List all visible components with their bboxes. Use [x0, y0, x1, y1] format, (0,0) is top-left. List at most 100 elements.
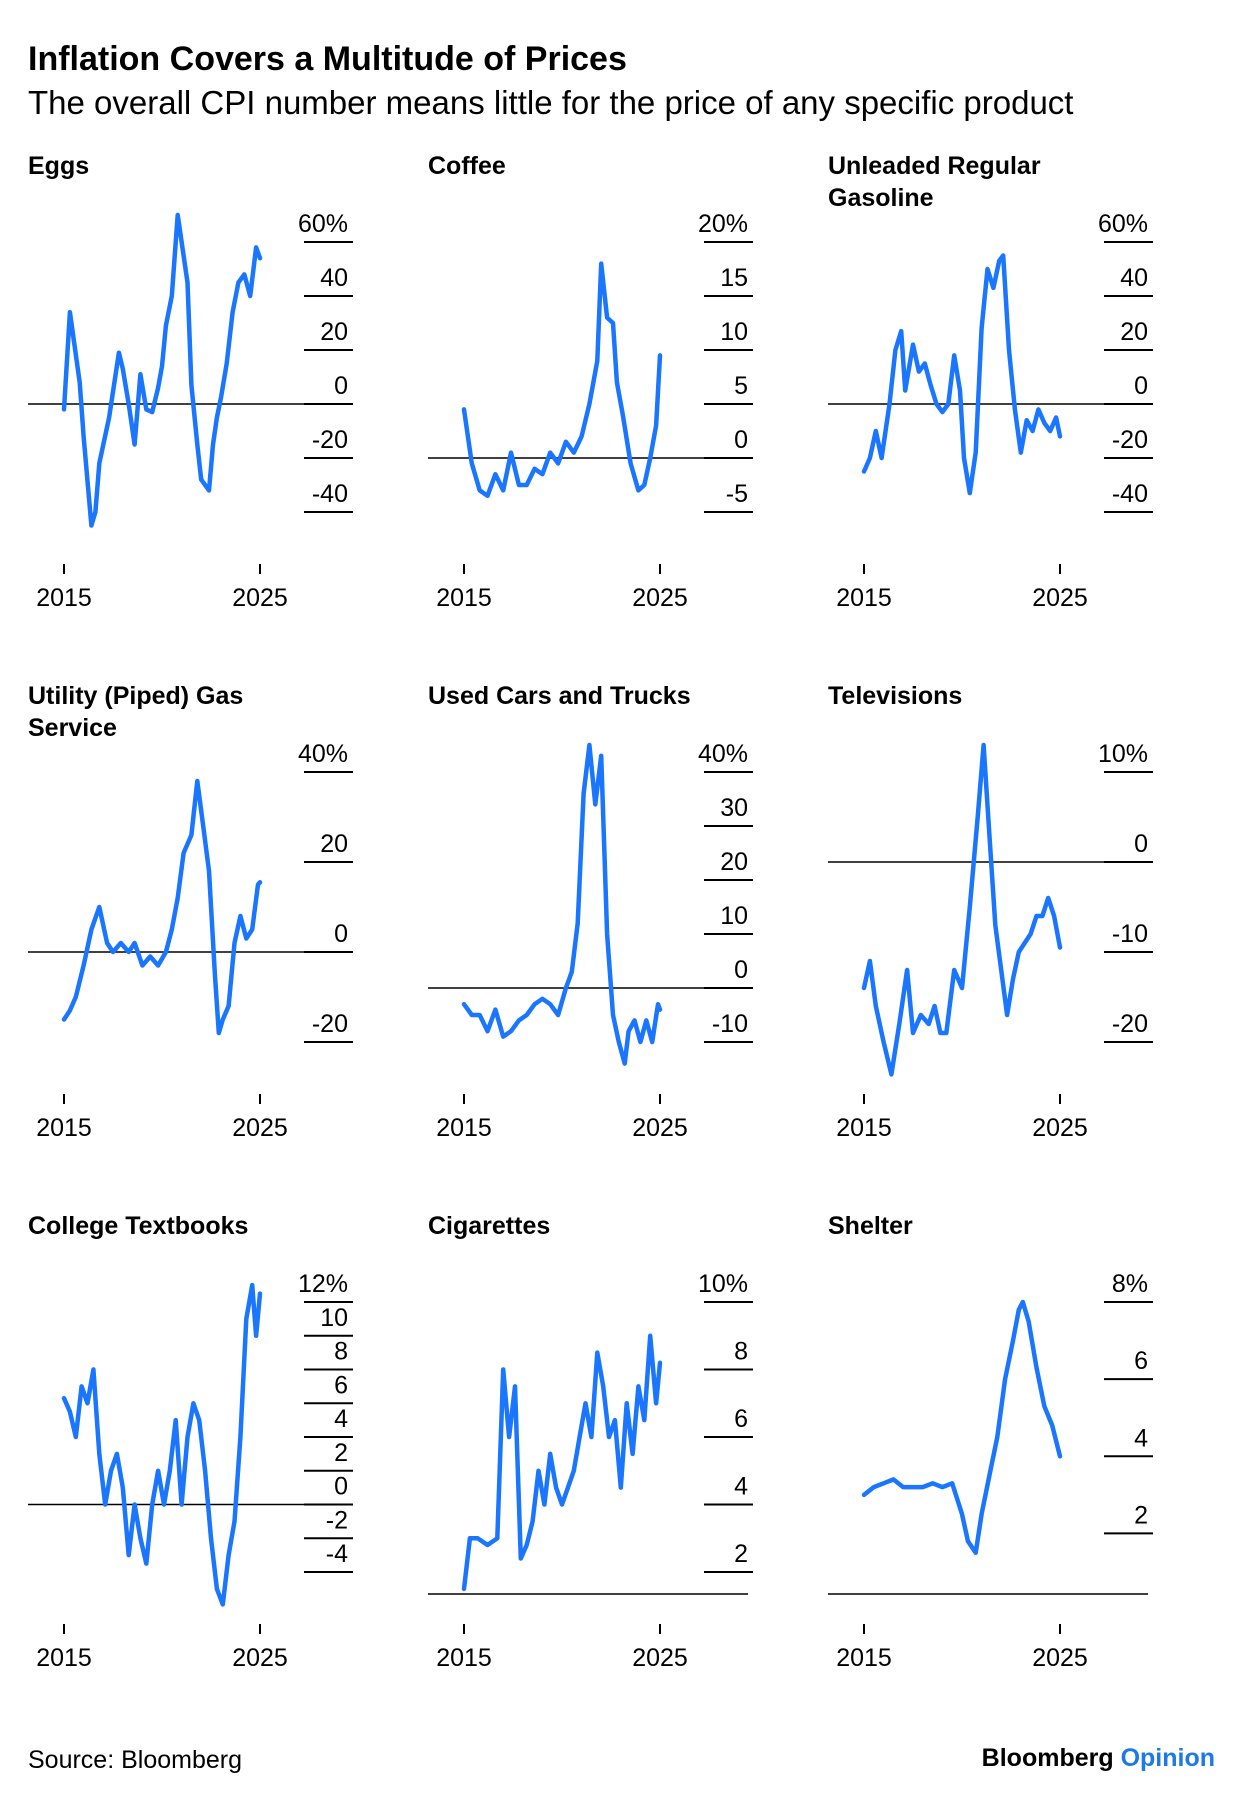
y-tick-label: -20 — [1112, 1010, 1148, 1038]
panel-eggs: Eggs 60% 40 20 0 -20 -40 2015 2025 — [28, 150, 388, 650]
x-tick-label: 2025 — [232, 584, 288, 612]
x-tick-label: 2025 — [232, 1114, 288, 1142]
y-tick-label: -40 — [312, 480, 348, 508]
panel-college-textbooks: College Textbooks 12% 10 8 6 4 2 0 -2 -4 2015 2025 — [28, 1210, 388, 1710]
brand-logo: Bloomberg Opinion — [982, 1744, 1215, 1773]
series-line — [461, 1333, 663, 1592]
x-tick-label: 2015 — [436, 1644, 492, 1672]
panel-shelter: Shelter 8% 6 4 2 2015 2025 — [828, 1210, 1188, 1710]
x-tick-label: 2015 — [436, 584, 492, 612]
y-tick-label: -5 — [726, 480, 748, 508]
plot-unleaded-regular-gasoline: 60% 40 20 0 -20 -40 2015 2025 — [828, 210, 1153, 612]
y-tick-label: 0 — [334, 1473, 348, 1501]
plot-televisions: 10% 0 -10 -20 2015 2025 — [828, 740, 1153, 1142]
source-note: Source: Bloomberg — [28, 1746, 243, 1774]
y-tick-label: 10% — [698, 1270, 748, 1298]
x-tick-label: 2015 — [36, 1644, 92, 1672]
panel-title: Unleaded Regular Gasoline — [828, 152, 1041, 212]
x-tick-label: 2025 — [1032, 1644, 1088, 1672]
panel-coffee: Coffee 20% 15 10 5 0 -5 2015 2025 — [428, 150, 788, 650]
x-tick-label: 2025 — [1032, 584, 1088, 612]
series-line — [861, 742, 1063, 1077]
y-tick-label: 10% — [1098, 740, 1148, 768]
y-tick-label: 60% — [298, 210, 348, 238]
x-tick-label: 2015 — [436, 1114, 492, 1142]
x-tick-label: 2025 — [632, 1644, 688, 1672]
y-tick-label: 0 — [334, 372, 348, 400]
series-line — [61, 778, 263, 1036]
series-line — [461, 742, 663, 1066]
y-tick-label: 0 — [334, 920, 348, 948]
plot-utility-piped-gas-service: 40% 20 0 -20 2015 2025 — [28, 740, 353, 1142]
y-tick-label: 2 — [734, 1540, 748, 1568]
plot-coffee: 20% 15 10 5 0 -5 2015 2025 — [428, 210, 753, 612]
y-tick-label: 4 — [1134, 1424, 1148, 1452]
y-tick-label: 10 — [720, 318, 748, 346]
y-tick-label: 2 — [334, 1439, 348, 1467]
chart-title: Inflation Covers a Multitude of Prices — [28, 40, 627, 78]
y-tick-label: 4 — [734, 1473, 748, 1501]
y-tick-label: 0 — [1134, 372, 1148, 400]
chart-subtitle: The overall CPI number means little for … — [28, 84, 1074, 121]
panel-cigarettes: Cigarettes 10% 8 6 4 2 2015 2025 — [428, 1210, 788, 1710]
y-tick-label: 12% — [298, 1270, 348, 1298]
y-tick-label: 5 — [734, 372, 748, 400]
y-tick-label: 40% — [698, 740, 748, 768]
plot-college-textbooks: 12% 10 8 6 4 2 0 -2 -4 2015 2025 — [28, 1270, 353, 1672]
y-tick-label: 6 — [734, 1405, 748, 1433]
y-tick-label: 10 — [720, 902, 748, 930]
x-tick-label: 2025 — [632, 1114, 688, 1142]
y-tick-label: -10 — [1112, 920, 1148, 948]
series-line — [861, 1299, 1063, 1555]
x-tick-label: 2015 — [36, 1114, 92, 1142]
panel-title: Utility (Piped) Gas Service — [28, 682, 244, 742]
y-tick-label: 8% — [1112, 1270, 1148, 1298]
x-tick-label: 2015 — [836, 1644, 892, 1672]
y-tick-label: 20 — [320, 318, 348, 346]
series-line — [861, 253, 1063, 496]
panel-televisions: Televisions 10% 0 -10 -20 2015 2025 — [828, 680, 1188, 1180]
x-tick-label: 2015 — [836, 1114, 892, 1142]
y-tick-label: 20% — [698, 210, 748, 238]
y-tick-label: 40 — [320, 264, 348, 292]
y-tick-label: 2 — [1134, 1501, 1148, 1529]
plot-shelter: 8% 6 4 2 2015 2025 — [828, 1270, 1153, 1672]
panel-used-cars: Used Cars and Trucks 40% 30 20 10 0 -10 2015 202… — [428, 680, 788, 1180]
y-tick-label: 0 — [734, 956, 748, 984]
y-tick-label: 40% — [298, 740, 348, 768]
panel-title: Cigarettes — [428, 1212, 551, 1240]
y-tick-label: 8 — [734, 1338, 748, 1366]
plot-eggs: 60% 40 20 0 -20 -40 2015 2025 — [28, 210, 353, 612]
panel-title: Shelter — [828, 1212, 913, 1240]
series-line — [61, 212, 263, 528]
y-tick-label: -20 — [312, 426, 348, 454]
y-tick-label: 6 — [1134, 1347, 1148, 1375]
x-tick-label: 2025 — [1032, 1114, 1088, 1142]
panel-utility-gas: Utility (Piped) Gas Service 40% 20 0 -20 2015… — [28, 680, 388, 1180]
panel-title: Coffee — [428, 152, 506, 180]
y-tick-label: -2 — [326, 1506, 348, 1534]
y-tick-label: 15 — [720, 264, 748, 292]
y-tick-label: 0 — [1134, 830, 1148, 858]
x-tick-label: 2015 — [36, 584, 92, 612]
x-tick-label: 2015 — [836, 584, 892, 612]
series-line — [461, 261, 663, 499]
y-tick-label: 8 — [334, 1338, 348, 1366]
y-tick-label: 10 — [320, 1304, 348, 1332]
y-tick-label: 40 — [1120, 264, 1148, 292]
panel-title: Used Cars and Trucks — [428, 682, 691, 710]
plot-used-cars-and-trucks: 40% 30 20 10 0 -10 2015 2025 — [428, 740, 753, 1142]
brand-suffix: Opinion — [1120, 1744, 1215, 1772]
y-tick-label: 60% — [1098, 210, 1148, 238]
plot-cigarettes: 10% 8 6 4 2 2015 2025 — [428, 1270, 753, 1672]
panel-gasoline: Unleaded Regular Gasoline 60% 40 20 0 -20 -40 2… — [828, 150, 1188, 650]
y-tick-label: 20 — [320, 830, 348, 858]
y-tick-label: 20 — [720, 848, 748, 876]
y-tick-label: 0 — [734, 426, 748, 454]
y-tick-label: -20 — [312, 1010, 348, 1038]
y-tick-label: -40 — [1112, 480, 1148, 508]
y-tick-label: 30 — [720, 794, 748, 822]
panel-title: Televisions — [828, 682, 963, 710]
y-tick-label: 20 — [1120, 318, 1148, 346]
y-tick-label: 4 — [334, 1405, 348, 1433]
